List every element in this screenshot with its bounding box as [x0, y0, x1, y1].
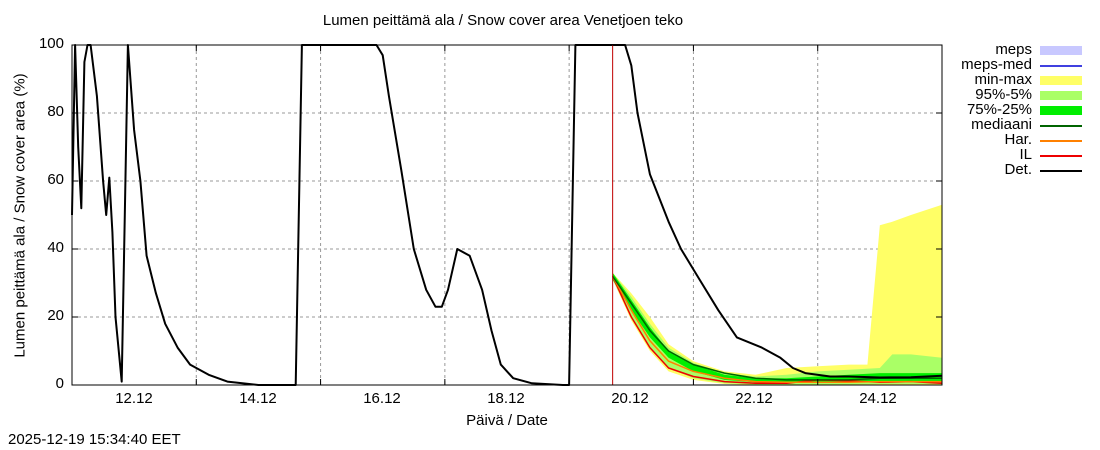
x-tick-20-12: 20.12 — [611, 390, 649, 407]
legend: meps meps-med min-max 95%-5% 75%-25% med… — [946, 41, 1096, 178]
y-tick-100: 100 — [38, 35, 64, 52]
timestamp: 2025-12-19 15:34:40 EET — [8, 431, 181, 448]
legend-item-min-max: min-max — [946, 71, 1096, 88]
legend-swatch — [1040, 125, 1082, 127]
legend-label: mediaani — [971, 116, 1032, 133]
legend-item-meps: meps — [946, 41, 1096, 58]
legend-swatch — [1040, 65, 1082, 67]
legend-label: Har. — [1004, 131, 1032, 148]
legend-label: 95%-5% — [975, 86, 1032, 103]
legend-swatch — [1040, 140, 1082, 142]
legend-label: IL — [1019, 146, 1032, 163]
legend-label: meps-med — [961, 56, 1032, 73]
y-tick-80: 80 — [47, 103, 64, 120]
legend-label: meps — [995, 41, 1032, 58]
legend-label: min-max — [974, 71, 1032, 88]
legend-swatch — [1040, 46, 1082, 55]
x-axis-label: Päivä / Date — [466, 412, 548, 429]
x-tick-18-12: 18.12 — [487, 390, 525, 407]
data-lines — [71, 44, 943, 386]
legend-item-har: Har. — [946, 131, 1096, 148]
x-tick-16-12: 16.12 — [363, 390, 401, 407]
legend-label: 75%-25% — [966, 101, 1032, 118]
y-tick-0: 0 — [55, 375, 64, 392]
grid-lines — [72, 45, 943, 385]
legend-item-mediaani: mediaani — [946, 116, 1096, 133]
y-axis-label: Lumen peittämä ala / Snow cover area (%) — [11, 73, 29, 358]
x-tick-22-12: 22.12 — [735, 390, 773, 407]
plot-frame — [71, 44, 943, 386]
y-tick-20: 20 — [47, 307, 64, 324]
chart-title: Lumen peittämä ala / Snow cover area Ven… — [322, 12, 684, 29]
forecast-bands — [612, 204, 942, 385]
x-tick-24-12: 24.12 — [859, 390, 897, 407]
legend-swatch — [1040, 155, 1082, 157]
x-tick-14-12: 14.12 — [239, 390, 277, 407]
legend-swatch — [1040, 106, 1082, 115]
y-tick-60: 60 — [47, 171, 64, 188]
legend-item-det: Det. — [946, 161, 1096, 178]
legend-label: Det. — [1004, 161, 1032, 178]
y-tick-40: 40 — [47, 239, 64, 256]
legend-item-95-5: 95%-5% — [946, 86, 1096, 103]
legend-swatch — [1040, 76, 1082, 85]
legend-item-meps-med: meps-med — [946, 56, 1096, 73]
legend-item-75-25: 75%-25% — [946, 101, 1096, 118]
x-tick-12-12: 12.12 — [115, 390, 153, 407]
tick-marks — [72, 44, 943, 386]
legend-swatch — [1040, 91, 1082, 100]
legend-swatch — [1040, 170, 1082, 172]
legend-item-il: IL — [946, 146, 1096, 163]
